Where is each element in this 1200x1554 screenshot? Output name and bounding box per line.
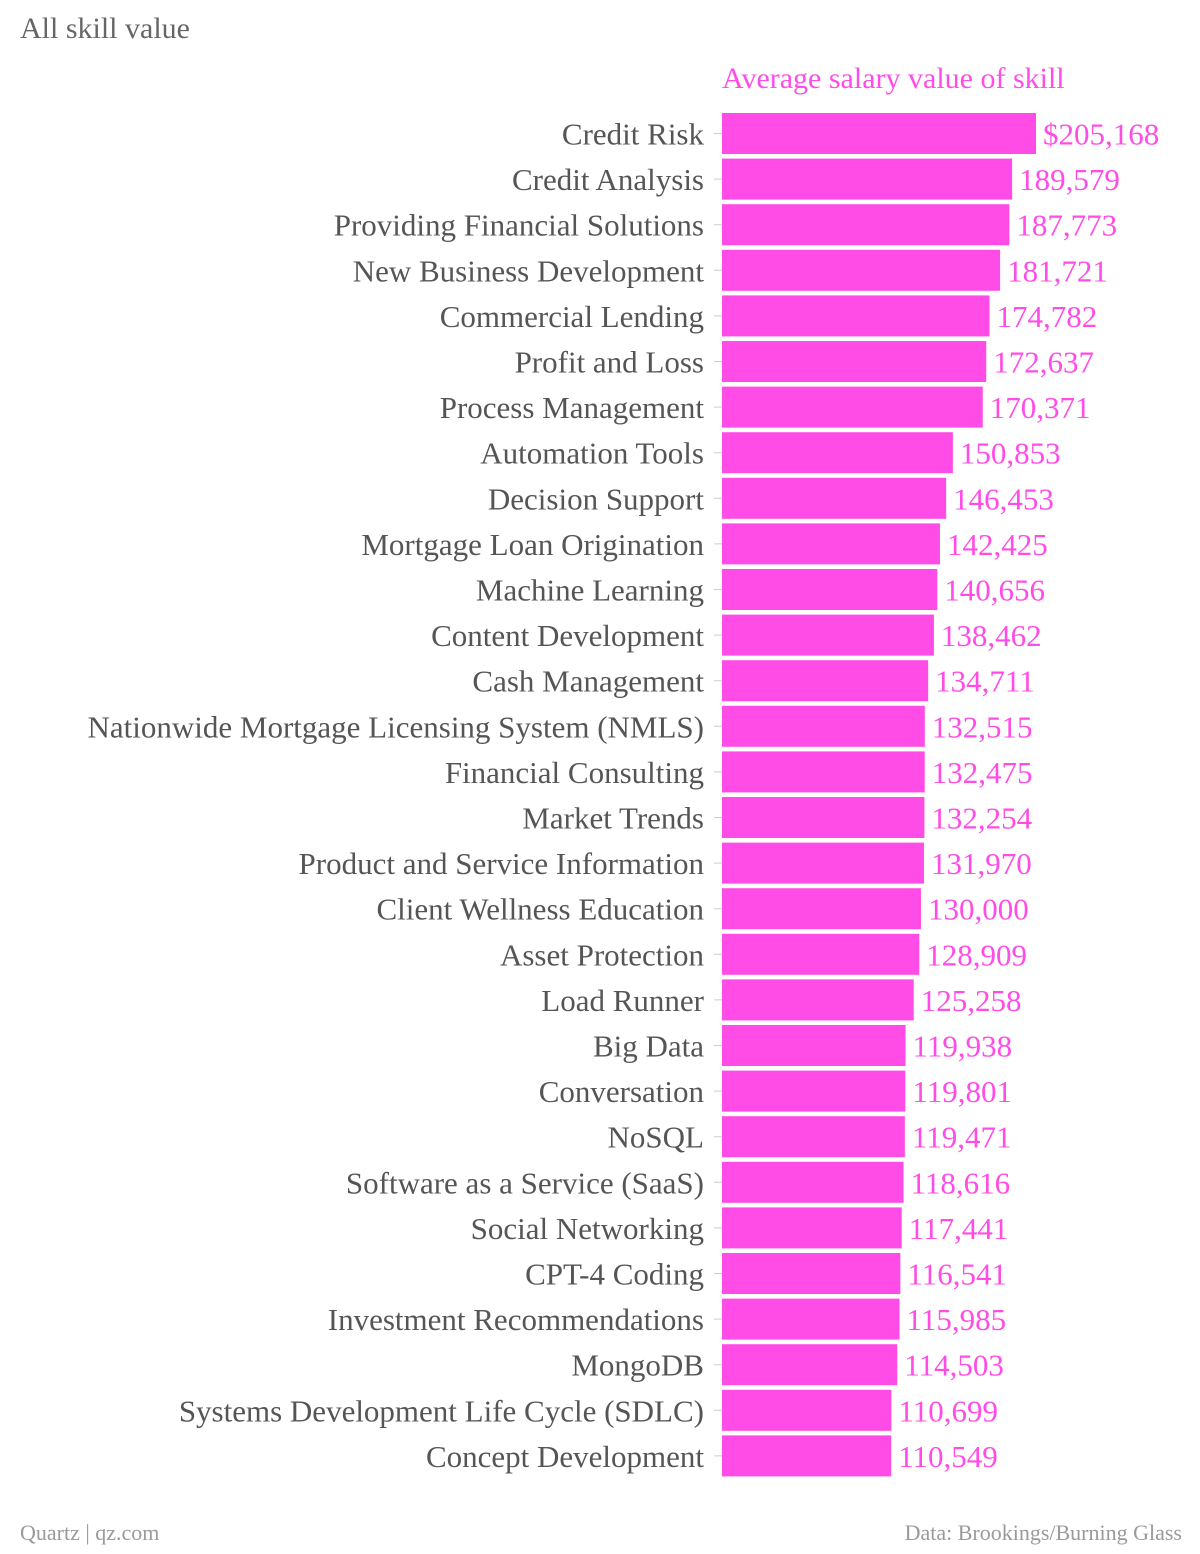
bar <box>722 888 921 930</box>
value-label: 130,000 <box>928 892 1029 927</box>
category-label: Commercial Lending <box>440 299 704 334</box>
value-label: 110,549 <box>898 1439 998 1474</box>
category-label: Investment Recommendations <box>328 1302 704 1337</box>
category-label: Concept Development <box>426 1439 704 1474</box>
value-label: 119,471 <box>912 1120 1012 1155</box>
bar <box>722 113 1036 154</box>
value-label: 187,773 <box>1016 208 1117 243</box>
bar <box>722 1253 901 1294</box>
category-label: Big Data <box>593 1029 704 1064</box>
value-label: 140,656 <box>944 573 1045 608</box>
value-label: 116,541 <box>907 1257 1007 1292</box>
bar <box>722 933 920 975</box>
value-label: 110,699 <box>898 1393 998 1428</box>
category-label: Conversation <box>539 1074 705 1109</box>
series-title: Average salary value of skill <box>722 62 1065 95</box>
category-label: Load Runner <box>541 983 704 1018</box>
category-label: Systems Development Life Cycle (SDLC) <box>179 1393 704 1428</box>
footer-source-right: Data: Brookings/Burning Glass <box>904 1520 1182 1545</box>
value-label: 189,579 <box>1019 162 1120 197</box>
bar <box>722 660 929 702</box>
bar <box>722 158 1013 200</box>
bar <box>722 1161 904 1203</box>
bar <box>722 386 983 428</box>
value-label: 128,909 <box>926 937 1027 972</box>
value-label: 172,637 <box>993 345 1094 380</box>
category-label: Process Management <box>440 390 705 425</box>
bar <box>722 614 934 656</box>
labels-layer: Credit Risk $205,168 Credit Analysis 189,57… <box>88 117 1160 1474</box>
bar <box>722 341 987 382</box>
category-label: Product and Service Information <box>299 846 705 881</box>
bar <box>722 842 924 884</box>
bar <box>722 569 938 610</box>
category-label: New Business Development <box>353 253 705 288</box>
bar <box>722 1389 892 1431</box>
category-label: NoSQL <box>608 1120 704 1155</box>
bar <box>722 979 914 1021</box>
value-label: 138,462 <box>941 618 1042 653</box>
category-label: Cash Management <box>472 664 704 699</box>
footer-source-left: Quartz | qz.com <box>20 1520 160 1545</box>
value-label: 119,801 <box>912 1074 1012 1109</box>
value-label: 115,985 <box>907 1302 1007 1337</box>
category-label: Software as a Service (SaaS) <box>346 1165 704 1200</box>
bar <box>722 477 947 519</box>
category-label: Client Wellness Education <box>376 892 704 927</box>
value-label: $205,168 <box>1043 117 1159 152</box>
bar <box>722 249 1001 291</box>
bar <box>722 1116 905 1158</box>
category-label: Market Trends <box>522 801 704 836</box>
chart-title: All skill value <box>20 12 190 45</box>
value-label: 170,371 <box>990 390 1091 425</box>
value-label: 146,453 <box>953 481 1054 516</box>
category-label: Asset Protection <box>500 937 705 972</box>
category-label: Credit Risk <box>562 117 705 152</box>
category-label: Financial Consulting <box>445 755 704 790</box>
bar <box>722 523 940 565</box>
bar <box>722 797 925 838</box>
category-label: Credit Analysis <box>512 162 704 197</box>
value-label: 117,441 <box>909 1211 1009 1246</box>
category-label: Machine Learning <box>476 573 704 608</box>
category-label: Automation Tools <box>480 436 704 471</box>
bar <box>722 1344 898 1386</box>
category-label: Content Development <box>431 618 704 653</box>
value-label: 132,254 <box>931 801 1032 836</box>
bar <box>722 1207 902 1249</box>
category-label: Social Networking <box>471 1211 704 1246</box>
category-label: Decision Support <box>488 481 705 516</box>
bar <box>722 705 925 747</box>
bar <box>722 751 925 793</box>
value-label: 132,475 <box>932 755 1033 790</box>
bar <box>722 1070 906 1112</box>
category-label: MongoDB <box>571 1348 704 1383</box>
category-label: Mortgage Loan Origination <box>361 527 704 562</box>
category-label: Nationwide Mortgage Licensing System (NM… <box>88 709 704 744</box>
category-label: CPT-4 Coding <box>525 1257 704 1292</box>
category-label: Providing Financial Solutions <box>334 208 704 243</box>
value-label: 134,711 <box>935 664 1035 699</box>
value-label: 131,970 <box>931 846 1032 881</box>
bar <box>722 432 953 474</box>
category-label: Profit and Loss <box>515 345 704 380</box>
value-label: 132,515 <box>932 709 1033 744</box>
bar <box>722 1298 900 1340</box>
value-label: 118,616 <box>911 1165 1011 1200</box>
bar <box>722 1435 892 1477</box>
bars-layer <box>714 113 1036 1477</box>
bar <box>722 1025 906 1066</box>
value-label: 174,782 <box>996 299 1097 334</box>
bar <box>722 295 990 337</box>
value-label: 119,938 <box>913 1029 1013 1064</box>
value-label: 150,853 <box>960 436 1061 471</box>
value-label: 125,258 <box>921 983 1022 1018</box>
value-label: 142,425 <box>947 527 1048 562</box>
value-label: 114,503 <box>904 1348 1004 1383</box>
bar <box>722 204 1010 246</box>
value-label: 181,721 <box>1007 253 1108 288</box>
